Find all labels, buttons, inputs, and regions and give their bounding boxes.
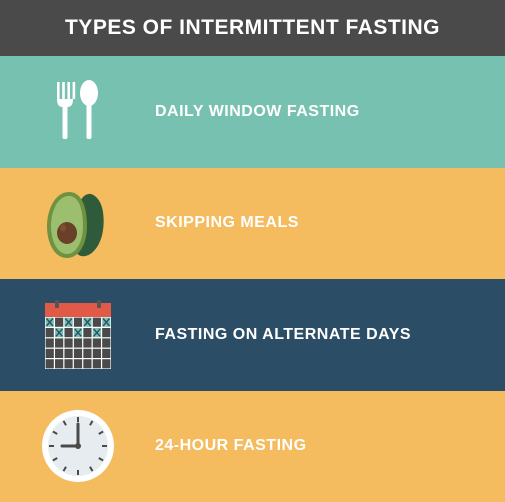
label-zone: SKIPPING MEALS bbox=[155, 214, 505, 232]
row-label: DAILY WINDOW FASTING bbox=[155, 103, 360, 121]
infographic-container: TYPES OF INTERMITTENT FASTING DAILY WIND… bbox=[0, 0, 505, 502]
row-alternate-days: FASTING ON ALTERNATE DAYS bbox=[0, 279, 505, 391]
row-daily-window: DAILY WINDOW FASTING bbox=[0, 56, 505, 168]
icon-zone bbox=[0, 299, 155, 371]
label-zone: DAILY WINDOW FASTING bbox=[155, 103, 505, 121]
avocado-icon bbox=[43, 186, 113, 261]
calendar-icon bbox=[43, 299, 113, 371]
icon-zone bbox=[0, 407, 155, 485]
row-skipping-meals: SKIPPING MEALS bbox=[0, 168, 505, 280]
icon-zone bbox=[0, 186, 155, 261]
header-bar: TYPES OF INTERMITTENT FASTING bbox=[0, 0, 505, 56]
header-title: TYPES OF INTERMITTENT FASTING bbox=[65, 16, 440, 40]
icon-zone bbox=[0, 77, 155, 147]
label-zone: 24-HOUR FASTING bbox=[155, 437, 505, 455]
clock-icon bbox=[39, 407, 117, 485]
row-24-hour: 24-HOUR FASTING bbox=[0, 391, 505, 502]
fork-spoon-icon bbox=[53, 77, 103, 147]
row-label: SKIPPING MEALS bbox=[155, 214, 299, 232]
label-zone: FASTING ON ALTERNATE DAYS bbox=[155, 326, 505, 344]
row-label: 24-HOUR FASTING bbox=[155, 437, 307, 455]
row-label: FASTING ON ALTERNATE DAYS bbox=[155, 326, 411, 344]
